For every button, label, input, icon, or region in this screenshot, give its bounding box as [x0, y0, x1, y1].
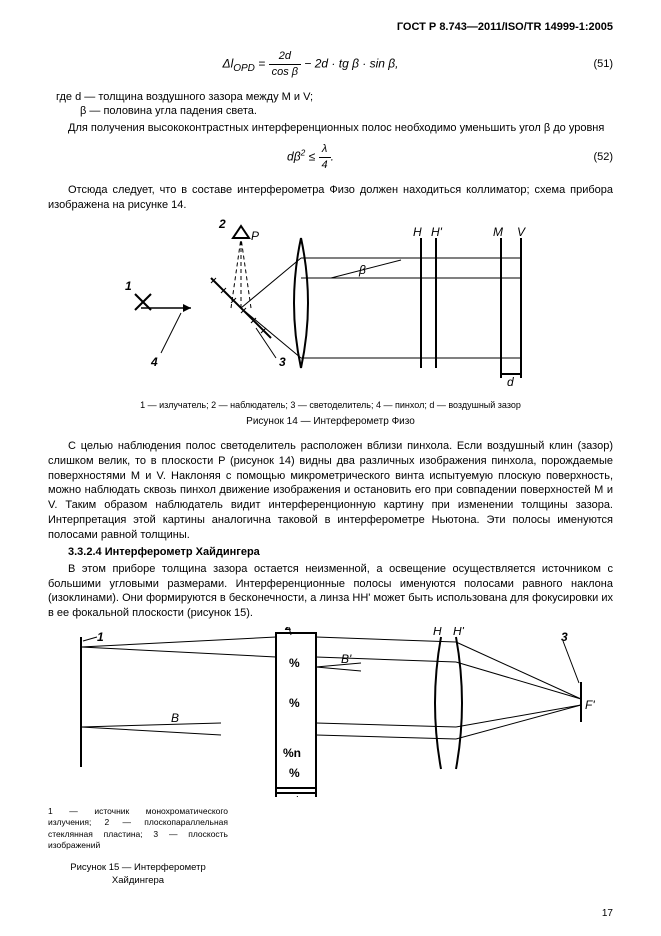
eq51-num: 2d [269, 49, 301, 65]
fig14-label-H: H [413, 225, 422, 239]
eq51-lhs: Δl [223, 56, 234, 70]
fig15-pct3: % [289, 766, 300, 780]
fig15-label-Bp: B' [341, 652, 352, 666]
page-number: 17 [602, 907, 613, 921]
fig15-label-Fp: F' [585, 698, 595, 712]
eq51-frac: 2d cos β [269, 49, 301, 80]
eq51-sub: OPD [233, 63, 255, 74]
fig14-label-4: 4 [150, 355, 158, 369]
figure-15: % % %n % [48, 627, 613, 802]
fig14-label-2: 2 [218, 218, 226, 231]
eq52-le: ≤ [305, 150, 318, 164]
eq52-num: λ [319, 142, 331, 158]
where-beta: β — половина угла падения света. [80, 104, 613, 119]
eq51-den: cos β [269, 65, 301, 80]
eq52-number: (52) [573, 150, 613, 165]
para-1: Для получения высококонтрастных интерфер… [48, 121, 613, 136]
equation-52-body: dβ2 ≤ λ 4 . [48, 142, 573, 173]
eq51-eq: = [255, 56, 269, 70]
fig15-label-2: 2 [284, 627, 292, 633]
fig14-label-M: M [493, 225, 503, 239]
fig14-label-beta: β [358, 263, 366, 277]
fig14-label-d: d [507, 375, 514, 388]
fig15-label-3: 3 [561, 630, 568, 644]
equation-51-body: ΔlOPD = 2d cos β − 2d · tg β · sin β, [48, 49, 573, 80]
fig15-pctn: %n [283, 746, 301, 760]
eq51-number: (51) [573, 57, 613, 72]
fig15-label-H: H [433, 627, 442, 638]
figure-14-svg: 1 2 3 4 P β H H' M V d [91, 218, 571, 388]
fig15-label-d: d [291, 794, 298, 797]
figure-15-legend-block: 1 — источник монохроматического излучени… [48, 806, 236, 888]
eq52-lhs: dβ [287, 150, 301, 164]
para-3: С целью наблюдения полос светоделитель р… [48, 439, 613, 543]
figure-14-caption: Рисунок 14 — Интерферометр Физо [48, 415, 613, 429]
figure-14-legend: 1 — излучатель; 2 — наблюдатель; 3 — све… [48, 399, 613, 411]
equation-52: dβ2 ≤ λ 4 . (52) [48, 142, 613, 173]
fig14-label-1: 1 [125, 279, 132, 293]
section-3-3-2-4-title: 3.3.2.4 Интерферометр Хайдингера [48, 545, 613, 560]
para-4: В этом приборе толщина зазора остается н… [48, 562, 613, 621]
doc-header: ГОСТ Р 8.743—2011/ISO/TR 14999-1:2005 [48, 20, 613, 35]
fig15-label-Hp: H' [453, 627, 465, 638]
equation-51: ΔlOPD = 2d cos β − 2d · tg β · sin β, (5… [48, 49, 613, 80]
where-d: где d — толщина воздушного зазора между … [56, 90, 613, 105]
eq52-den: 4 [319, 158, 331, 173]
figure-15-svg: % % %n % [61, 627, 601, 797]
eq52-frac: λ 4 [319, 142, 331, 173]
fig14-label-3: 3 [279, 355, 286, 369]
fig15-label-B: B [171, 711, 179, 725]
figure-15-footer: 1 — источник монохроматического излучени… [48, 806, 613, 888]
page: ГОСТ Р 8.743—2011/ISO/TR 14999-1:2005 Δl… [0, 0, 661, 936]
eq52-dot: . [331, 150, 334, 164]
fig15-pct1: % [289, 656, 300, 670]
fig14-label-V: V [517, 225, 526, 239]
fig15-pct2: % [289, 696, 300, 710]
eq51-rest: − 2d · tg β · sin β, [304, 56, 398, 70]
para-2: Отсюда следует, что в составе интерфером… [48, 183, 613, 213]
fig14-label-P: P [251, 229, 259, 243]
figure-15-caption: Рисунок 15 — Интерферометр Хайдингера [48, 862, 228, 888]
fig14-label-Hp: H' [431, 225, 443, 239]
figure-15-legend: 1 — источник монохроматического излучени… [48, 806, 228, 852]
fig15-label-1: 1 [97, 630, 104, 644]
figure-14: 1 2 3 4 P β H H' M V d [48, 218, 613, 393]
